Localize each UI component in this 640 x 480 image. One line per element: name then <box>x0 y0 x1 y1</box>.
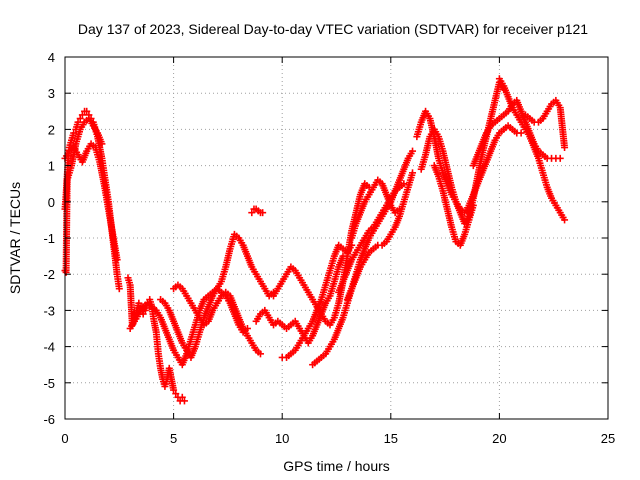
data-point <box>400 180 408 188</box>
y-tick-label: 0 <box>48 195 55 210</box>
data-point <box>556 154 564 162</box>
y-tick-label: -2 <box>43 267 55 282</box>
x-tick-label: 15 <box>384 431 398 446</box>
data-point <box>409 169 417 177</box>
data-point <box>135 299 143 307</box>
x-axis-label: GPS time / hours <box>283 458 390 474</box>
grid-layer <box>65 57 608 419</box>
data-point <box>180 397 188 405</box>
y-tick-label: 2 <box>48 122 55 137</box>
x-tick-label: 10 <box>275 431 289 446</box>
data-point <box>113 256 121 264</box>
data-point <box>517 129 525 137</box>
ticks-layer: 0 5 10 15 20 25 -6 -5 -4 -3 -2 -1 0 1 2 3 4 <box>43 50 615 446</box>
data-point <box>78 111 86 119</box>
data-point <box>256 350 264 358</box>
y-tick-label: -6 <box>43 412 55 427</box>
y-axis-label: SDTVAR / TECUs <box>7 182 23 294</box>
y-tick-label: -1 <box>43 231 55 246</box>
x-tick-label: 20 <box>492 431 506 446</box>
y-tick-label: -4 <box>43 340 55 355</box>
data-point <box>74 118 82 126</box>
data-point <box>178 393 186 401</box>
data-point <box>409 147 417 155</box>
data-point <box>76 115 84 123</box>
data-point <box>561 144 569 151</box>
data-point <box>348 241 356 249</box>
y-tick-label: 3 <box>48 86 55 101</box>
data-point <box>469 201 477 209</box>
data-point <box>98 140 106 148</box>
data-point <box>259 209 267 217</box>
x-tick-label: 25 <box>601 431 615 446</box>
chart-title: Day 137 of 2023, Sidereal Day-to-day VTE… <box>78 21 588 37</box>
y-tick-label: 4 <box>48 50 55 65</box>
data-point <box>115 285 123 293</box>
data-point <box>170 386 178 394</box>
data-point <box>70 129 78 137</box>
data-point <box>83 107 91 115</box>
x-tick-label: 0 <box>61 431 68 446</box>
plot-frame <box>64 56 609 420</box>
y-tick-label: -5 <box>43 376 55 391</box>
data-point <box>248 209 256 217</box>
x-tick-label: 5 <box>170 431 177 446</box>
y-tick-label: -3 <box>43 303 55 318</box>
y-tick-label: 1 <box>48 159 55 174</box>
data-point <box>395 205 403 213</box>
data-point <box>172 390 180 398</box>
data-points-layer <box>61 75 569 405</box>
data-point <box>561 216 569 224</box>
